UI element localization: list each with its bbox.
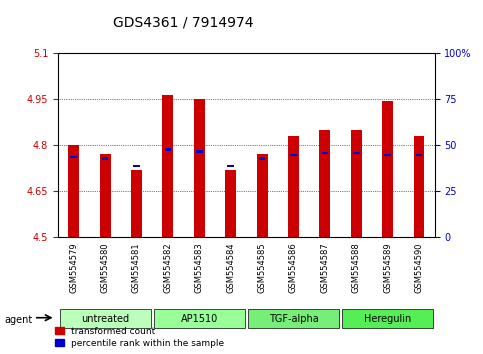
FancyBboxPatch shape [248,309,339,328]
Bar [68,145,79,237]
FancyBboxPatch shape [154,309,245,328]
Bar [131,170,142,237]
Bar [384,154,391,156]
Text: untreated: untreated [81,314,129,324]
Bar [256,154,268,237]
Text: TGF-alpha: TGF-alpha [269,314,318,324]
Legend: transformed count, percentile rank within the sample: transformed count, percentile rank withi… [53,325,226,349]
Bar [416,154,422,156]
Bar [351,130,362,237]
Bar [322,152,328,154]
Bar [102,158,108,160]
FancyBboxPatch shape [59,309,151,328]
Bar [288,136,299,237]
Bar [353,152,359,154]
Bar [133,165,140,167]
Text: GDS4361 / 7914974: GDS4361 / 7914974 [114,16,254,30]
Bar [99,154,111,237]
Bar [162,95,173,237]
Bar [227,165,234,167]
Text: Heregulin: Heregulin [364,314,411,324]
Bar [290,154,297,156]
Bar [259,158,265,160]
Bar [382,101,393,237]
Bar [319,130,330,237]
Bar [413,136,425,237]
Text: AP1510: AP1510 [181,314,218,324]
FancyBboxPatch shape [342,309,433,328]
Text: agent: agent [5,315,33,325]
Bar [165,148,171,151]
Bar [196,150,202,153]
Bar [194,99,205,237]
Bar [71,155,77,158]
Bar [225,170,236,237]
